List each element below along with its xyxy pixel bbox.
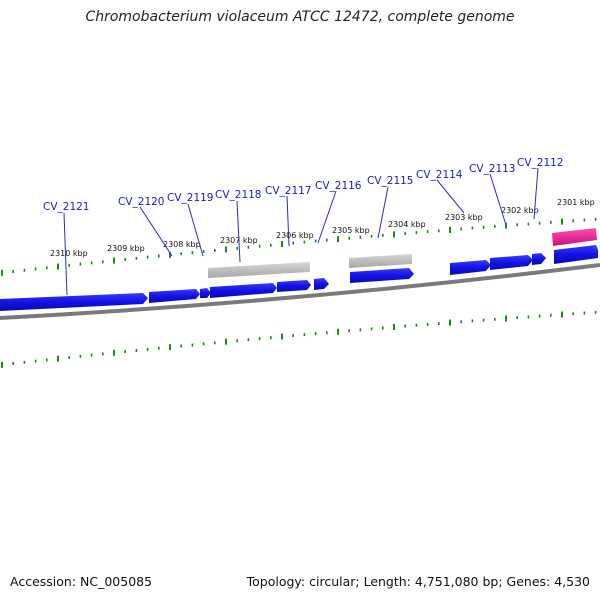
accession-text: Accession: NC_005085 (10, 574, 153, 589)
genome-summary-text: Topology: circular; Length: 4,751,080 bp… (246, 574, 590, 589)
gene-feature-cv-2114[interactable] (450, 260, 491, 275)
gene-label-cv-2112[interactable]: CV_2112 (517, 157, 564, 169)
gene-label-cv-2117[interactable]: CV_2117 (265, 185, 312, 197)
kbp-label: 2306 kbp (276, 231, 314, 240)
gene-feature-cv-2120[interactable] (149, 289, 200, 303)
kbp-label: 2309 kbp (107, 244, 145, 253)
gene-label-cv-2114[interactable]: CV_2114 (416, 169, 463, 181)
kbp-label: 2308 kbp (163, 240, 201, 249)
genome-title: Chromobacterium violaceum ATCC 12472, co… (85, 9, 515, 25)
leader-line (286, 195, 290, 247)
leader-line (236, 200, 241, 263)
kbp-label: 2304 kbp (388, 220, 426, 229)
kbp-label: 2310 kbp (50, 249, 88, 258)
gene-label-cv-2121[interactable]: CV_2121 (43, 201, 90, 213)
leader-line (436, 179, 465, 214)
leader-line (317, 190, 337, 244)
gene-label-cv-2115[interactable]: CV_2115 (367, 175, 414, 187)
gene-feature-cv-2113[interactable] (490, 255, 533, 270)
gene-feature-cv-2119[interactable] (200, 288, 211, 298)
leader-line (377, 186, 389, 239)
gene-label-cv-2120[interactable]: CV_2120 (118, 196, 165, 208)
gene-leader-lines (63, 167, 539, 296)
gene-labels: CV_2121 CV_2120 CV_2119 CV_2118 CV_2117 … (43, 157, 564, 213)
leader-line (63, 212, 68, 296)
gene-label-cv-2113[interactable]: CV_2113 (469, 163, 516, 175)
gene-feature-cv-2112-fwd[interactable] (554, 245, 598, 264)
gene-feature-cv-2117-fwd[interactable] (277, 280, 311, 292)
reverse-strand-genes (208, 254, 412, 278)
gene-feature-cv-2118[interactable] (210, 283, 277, 298)
gene-label-cv-2116[interactable]: CV_2116 (315, 180, 362, 192)
gene-feature-cv-2115-fwd[interactable] (350, 268, 414, 283)
gene-feature-cv-2121[interactable] (0, 293, 148, 311)
leader-line (139, 206, 173, 257)
gene-feature-cv-2115[interactable] (349, 254, 412, 268)
kbp-label: 2303 kbp (445, 213, 483, 222)
forward-strand-genes (0, 245, 598, 311)
kbp-label: 2305 kbp (332, 226, 370, 235)
gene-label-cv-2118[interactable]: CV_2118 (215, 189, 262, 201)
leader-line (489, 173, 507, 226)
leader-line (533, 167, 539, 220)
gene-feature-cv-2117[interactable] (208, 262, 310, 278)
gene-feature-cv-2112[interactable] (552, 228, 597, 246)
inner-tick-ring (1, 310, 597, 368)
leader-line (187, 203, 204, 257)
kbp-label: 2301 kbp (557, 198, 595, 207)
gene-feature-cv-2116[interactable] (314, 278, 329, 290)
gene-feature-cv-2113b[interactable] (532, 253, 546, 265)
gene-label-cv-2119[interactable]: CV_2119 (167, 192, 214, 204)
kbp-label: 2302 kbp (501, 206, 539, 215)
genome-backbone (0, 263, 600, 320)
